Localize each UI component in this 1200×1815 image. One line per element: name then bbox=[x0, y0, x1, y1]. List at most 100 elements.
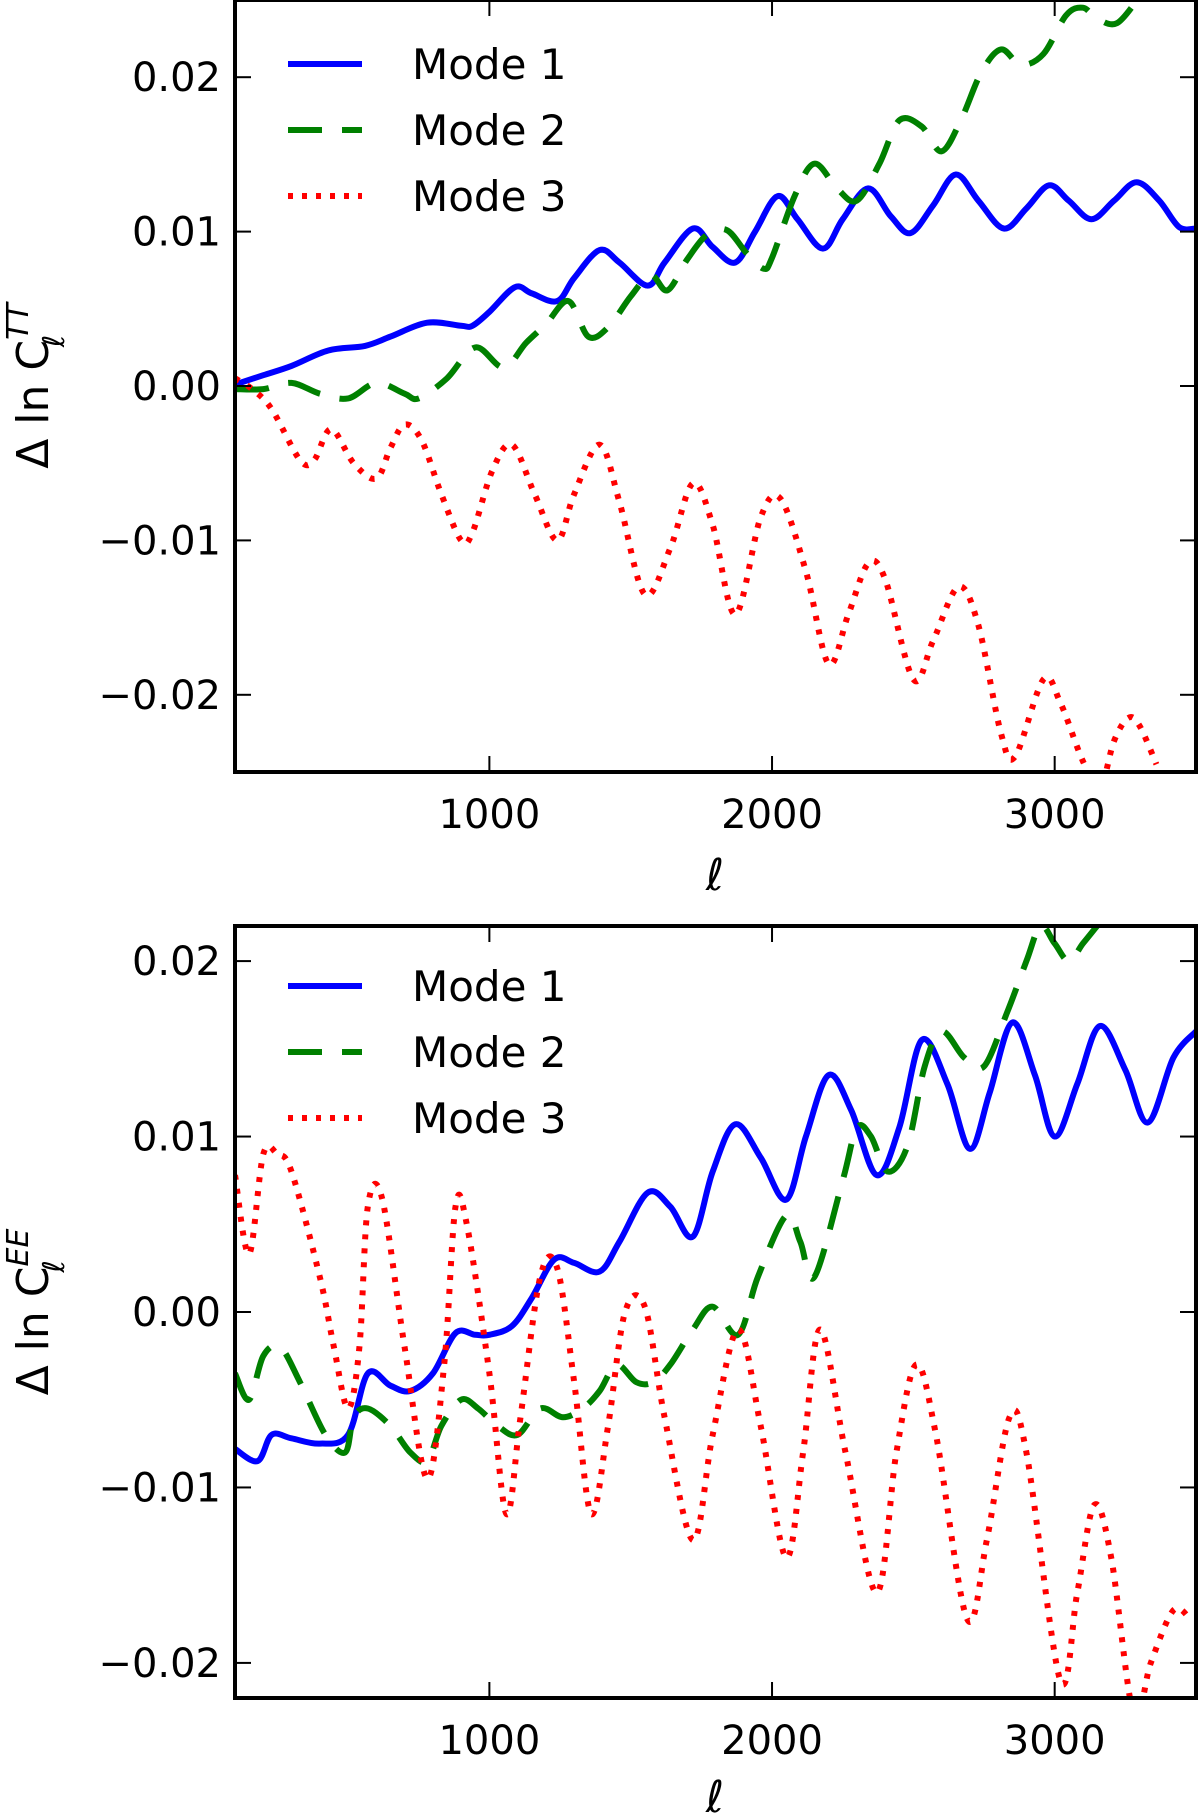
y-tick-label-bottom-1: −0.01 bbox=[98, 1465, 221, 1511]
data-point-mode-2-bottom-29 bbox=[785, 1215, 787, 1217]
data-point-mode-3-top-6 bbox=[353, 462, 355, 464]
axes-frame-bottom bbox=[233, 924, 1198, 1700]
data-point-mode-3-top-4 bbox=[313, 459, 315, 461]
data-point-mode-3-top-10 bbox=[421, 439, 423, 441]
data-point-mode-3-top-2 bbox=[271, 408, 273, 410]
data-point-mode-2-bottom-21 bbox=[616, 1364, 618, 1366]
data-point-mode-3-bottom-44 bbox=[1077, 1592, 1079, 1594]
data-point-mode-3-bottom-31 bbox=[785, 1557, 787, 1559]
data-point-mode-3-top-32 bbox=[884, 578, 886, 580]
data-point-mode-3-bottom-45 bbox=[1093, 1504, 1095, 1506]
data-point-mode-3-top-24 bbox=[712, 524, 714, 526]
data-point-mode-3-top-40 bbox=[1060, 702, 1062, 704]
data-point-mode-2-bottom-19 bbox=[582, 1408, 584, 1410]
data-point-mode-3-bottom-1 bbox=[248, 1253, 250, 1255]
data-point-mode-2-bottom-32 bbox=[842, 1180, 844, 1182]
x-tick-label-bottom-1: 2000 bbox=[721, 1718, 823, 1764]
series-line-mode-3-bottom bbox=[235, 1142, 1193, 1698]
y-axis-label-bottom: Δ ln CEEℓ bbox=[1, 1229, 72, 1396]
data-point-mode-2-top-10 bbox=[503, 367, 505, 369]
data-point-mode-3-top-13 bbox=[472, 532, 474, 534]
x-tick-label-top-1: 2000 bbox=[721, 792, 823, 838]
data-point-mode-2-top-27 bbox=[836, 188, 838, 190]
data-point-mode-3-bottom-36 bbox=[896, 1452, 898, 1454]
data-point-mode-2-top-40 bbox=[1096, 18, 1098, 20]
data-point-mode-3-bottom-38 bbox=[935, 1434, 937, 1436]
y-axis-label-bottom-sup: EE bbox=[1, 1229, 36, 1267]
legend-label-mode-2-bottom: Mode 2 bbox=[412, 1028, 567, 1077]
series-line-mode-2-top bbox=[235, 0, 1141, 403]
legend-label-mode-3-bottom: Mode 3 bbox=[412, 1094, 567, 1143]
data-point-mode-3-top-20 bbox=[619, 501, 621, 503]
data-point-mode-2-bottom-36 bbox=[907, 1145, 909, 1147]
y-tick-label-top-3: 0.01 bbox=[132, 210, 221, 256]
data-point-mode-3-bottom-22 bbox=[590, 1513, 592, 1515]
series-line-mode-1-top bbox=[235, 171, 1196, 388]
x-tick-label-top-2: 3000 bbox=[1004, 792, 1106, 838]
x-axis-label-bottom: ℓ bbox=[705, 1772, 724, 1815]
data-point-mode-3-top-29 bbox=[828, 663, 830, 665]
y-axis-label-bottom-sub: ℓ bbox=[37, 1260, 72, 1273]
y-tick-label-bottom-3: 0.01 bbox=[132, 1115, 221, 1161]
data-point-mode-3-bottom-35 bbox=[876, 1592, 878, 1594]
axis-ticks-top: 1000 2000 3000 −0.02 −0.01 0.00 0.01 0.02 bbox=[98, 0, 1196, 838]
x-axis-label-top: ℓ bbox=[705, 850, 724, 901]
y-tick-label-bottom-4: 0.02 bbox=[132, 939, 221, 985]
chart-panel-bottom: 1000 2000 3000 −0.02 −0.01 0.00 0.01 0.02 Mode … bbox=[1, 924, 1198, 1815]
axis-ticks-bottom: 1000 2000 3000 −0.02 −0.01 0.00 0.01 0.02 bbox=[98, 926, 1196, 1764]
data-point-mode-3-bottom-23 bbox=[607, 1425, 609, 1427]
y-axis-label-top-sup: TT bbox=[1, 301, 36, 340]
data-point-mode-2-top-12 bbox=[545, 323, 547, 325]
plot-area-bottom bbox=[235, 926, 1196, 1698]
series-line-mode-2-bottom bbox=[235, 926, 1100, 1466]
data-point-mode-2-top-36 bbox=[1020, 64, 1022, 66]
legend-label-mode-1-top: Mode 1 bbox=[412, 40, 567, 89]
data-point-mode-2-bottom-11 bbox=[426, 1460, 428, 1462]
data-point-mode-3-top-44 bbox=[1127, 717, 1129, 719]
data-point-mode-3-top-42 bbox=[1099, 787, 1101, 789]
data-point-mode-3-top-3 bbox=[299, 459, 301, 461]
data-point-mode-3-bottom-12 bbox=[426, 1478, 428, 1480]
data-point-mode-3-top-31 bbox=[867, 563, 869, 565]
data-point-mode-3-top-5 bbox=[330, 428, 332, 430]
data-point-mode-3-top-7 bbox=[376, 478, 378, 480]
data-point-mode-2-bottom-38 bbox=[941, 1031, 943, 1033]
data-point-mode-3-top-25 bbox=[735, 614, 737, 616]
y-tick-label-bottom-0: −0.02 bbox=[98, 1641, 221, 1687]
data-point-mode-2-bottom-9 bbox=[390, 1425, 392, 1427]
chart-panel-top: 1000 2000 3000 −0.02 −0.01 0.00 0.01 0.02 Mode … bbox=[1, 0, 1198, 901]
data-point-mode-3-top-26 bbox=[760, 516, 762, 518]
series-line-mode-1-bottom bbox=[235, 1019, 1196, 1465]
legend-top: Mode 1 Mode 2 Mode 3 bbox=[288, 40, 567, 221]
data-point-mode-2-bottom-25 bbox=[692, 1329, 694, 1331]
data-point-mode-3-top-28 bbox=[805, 571, 807, 573]
y-axis-label-top-sub: ℓ bbox=[37, 335, 72, 348]
data-point-mode-3-top-17 bbox=[556, 540, 558, 542]
data-point-mode-2-bottom-15 bbox=[497, 1425, 499, 1427]
data-point-mode-2-top-34 bbox=[980, 72, 982, 74]
y-tick-label-top-4: 0.02 bbox=[132, 55, 221, 101]
data-point-mode-3-top-11 bbox=[441, 493, 443, 495]
data-point-mode-2-top-15 bbox=[607, 327, 609, 329]
data-point-mode-3-bottom-24 bbox=[624, 1311, 626, 1313]
data-point-mode-2-bottom-23 bbox=[653, 1381, 655, 1383]
data-point-mode-2-bottom-17 bbox=[540, 1408, 542, 1410]
legend-bottom: Mode 1 Mode 2 Mode 3 bbox=[288, 962, 567, 1143]
data-point-mode-3-top-8 bbox=[390, 447, 392, 449]
data-point-mode-3-top-35 bbox=[958, 586, 960, 588]
data-point-mode-3-bottom-50 bbox=[1190, 1618, 1192, 1620]
data-point-mode-2-bottom-5 bbox=[325, 1434, 327, 1436]
data-point-mode-3-bottom-3 bbox=[277, 1153, 279, 1155]
series-line-mode-3-top bbox=[235, 375, 1160, 772]
data-point-mode-2-bottom-3 bbox=[279, 1346, 281, 1348]
data-point-mode-2-top-33 bbox=[961, 118, 963, 120]
data-point-mode-3-bottom-39 bbox=[966, 1618, 968, 1620]
data-point-mode-2-top-17 bbox=[650, 274, 652, 276]
y-axis-label-top-prefix: Δ ln C bbox=[8, 340, 59, 469]
data-point-mode-3-top-22 bbox=[670, 547, 672, 549]
data-point-mode-3-top-16 bbox=[534, 493, 536, 495]
legend-label-mode-3-top: Mode 3 bbox=[412, 172, 567, 221]
legend-label-mode-1-bottom: Mode 1 bbox=[412, 962, 567, 1011]
axes-frame-top bbox=[233, 0, 1198, 774]
